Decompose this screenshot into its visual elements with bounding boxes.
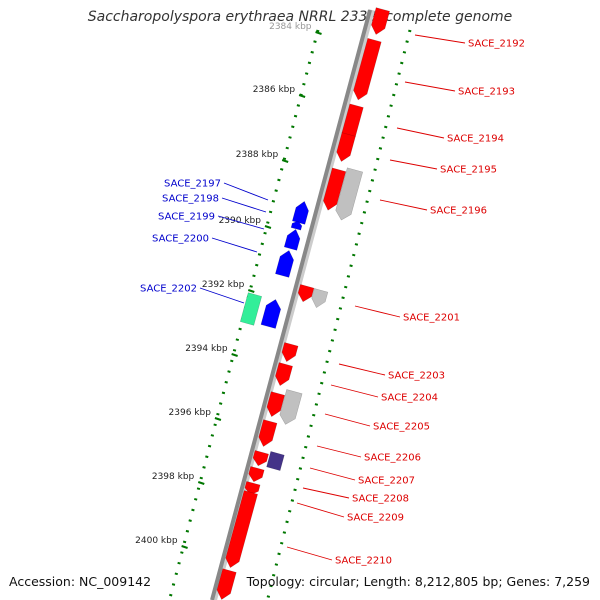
major-tick [247,289,255,293]
tick-label: 2386 kbp [253,85,296,95]
other-gene [266,451,285,471]
rna-gene [239,292,263,326]
reverse-leader-line [396,127,445,139]
reverse-gene-arrow [297,284,315,303]
reverse-leader-line [354,305,401,318]
reverse-gene-label: SACE_2210 [335,556,392,567]
tick-label: 2388 kbp [236,150,279,160]
forward-gene-arrow [283,228,301,251]
reverse-gene-arrow [266,391,285,417]
reverse-gene-arrow [275,362,293,386]
reverse-leader-line [286,546,333,561]
reverse-gene-label: SACE_2195 [440,165,497,176]
forward-gene-arrow [275,250,294,278]
reverse-leader-line [389,159,438,170]
reverse-gene-arrow [225,490,258,568]
reverse-gene-label: SACE_2203 [388,371,445,382]
forward-gene-arrow [260,299,281,329]
reverse-gene-arrow [371,7,390,35]
reverse-gene-label: SACE_2194 [447,134,504,145]
tick-label: 2396 kbp [169,408,212,418]
major-tick [315,31,322,35]
genome-summary-text: Topology: circular; Length: 8,212,805 bp… [246,574,590,589]
reverse-gene-label: SACE_2192 [468,39,525,50]
forward-leader-line [223,182,269,201]
major-tick [231,353,238,357]
reverse-gene-label: SACE_2201 [403,313,460,324]
forward-gene-label: SACE_2199 [158,212,215,223]
major-tick [281,159,289,163]
reverse-leader-line [414,34,466,44]
major-tick [214,417,222,421]
reverse-gene-label: SACE_2207 [358,476,415,487]
major-tick [197,481,205,485]
reverse-gene-label: SACE_2193 [458,87,515,98]
pseudo-gene [311,288,329,309]
reverse-gene-arrow [281,342,299,363]
tick-label: 2384 kbp [269,22,312,32]
reverse-leader-line [309,467,356,481]
forward-gene-label: SACE_2197 [164,179,221,190]
reverse-gene-label: SACE_2196 [430,206,487,217]
forward-leader-line [221,197,267,213]
reverse-leader-line [316,445,362,458]
tick-label: 2394 kbp [185,344,228,354]
major-tick [181,545,188,549]
accession-text: Accession: NC_009142 [9,574,152,589]
pseudo-gene [279,389,303,425]
backbone-line [210,9,372,600]
pseudo-gene [335,167,364,221]
reverse-gene-arrow [353,37,382,101]
forward-gene-label: SACE_2198 [162,194,219,205]
reverse-leader-line [338,363,386,376]
forward-gene-arrow [292,201,309,225]
reverse-gene-arrow [252,450,269,467]
tick-label: 2398 kbp [152,472,195,482]
map-title: Saccharopolyspora erythraea NRRL 2338, c… [87,9,513,25]
reverse-gene-arrow [323,167,347,211]
reverse-gene-arrow [248,466,265,483]
reverse-gene-label: SACE_2205 [373,422,430,433]
reverse-leader-line [330,384,379,398]
reverse-gene-arrow [258,419,278,447]
reverse-gene-arrow [216,568,237,600]
major-tick [298,94,306,98]
tick-label: 2400 kbp [135,536,178,546]
reverse-gene-arrow [244,481,261,496]
reverse-gene-arrow [336,132,356,162]
forward-gene-label: SACE_2202 [140,284,197,295]
forward-gene-label: SACE_2200 [152,234,209,245]
forward-leader-line [211,237,258,253]
tick-label: 2392 kbp [202,280,245,290]
reverse-leader-line [302,487,350,499]
reverse-gene-label: SACE_2208 [352,494,409,505]
forward-leader-line [217,215,265,230]
reverse-gene-label: SACE_2206 [364,453,421,464]
tick-label: 2390 kbp [219,216,262,226]
major-tick [264,225,272,229]
reverse-leader-line [379,199,428,211]
reverse-leader-line [404,81,456,92]
reverse-gene-label: SACE_2209 [347,513,404,524]
reverse-leader-line [296,502,345,518]
forward-gene-arrow [290,220,303,231]
forward-leader-line [199,287,245,304]
reverse-gene-label: SACE_2204 [381,393,438,404]
reverse-leader-line [324,413,371,427]
